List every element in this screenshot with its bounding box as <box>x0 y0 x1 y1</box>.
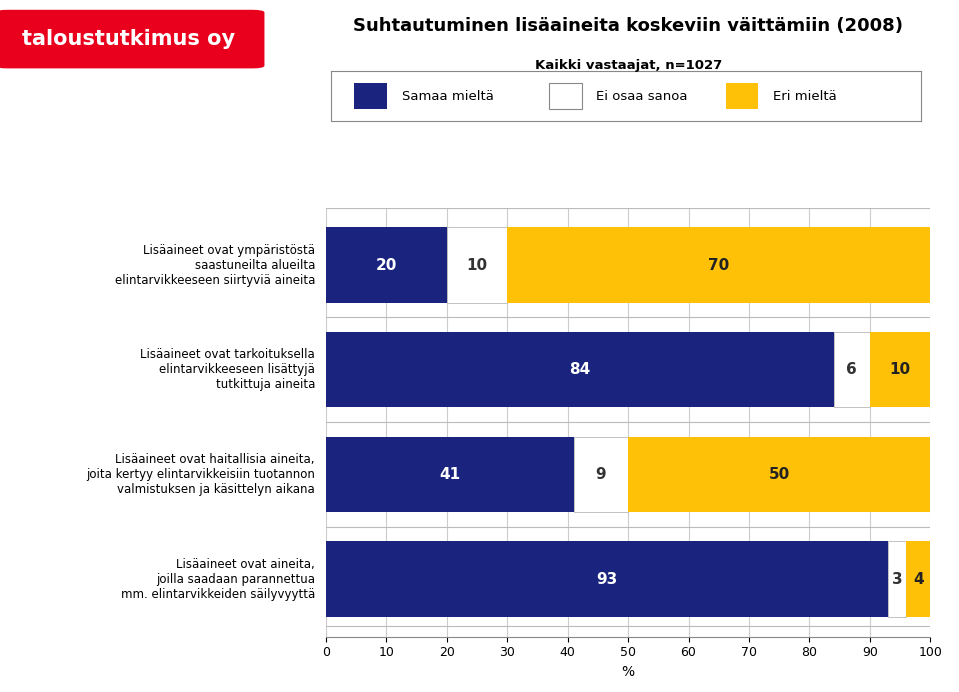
Text: 6: 6 <box>846 363 857 377</box>
Bar <box>628 437 930 512</box>
Bar <box>573 437 628 512</box>
Bar <box>870 332 930 408</box>
Bar <box>447 228 507 303</box>
X-axis label: %: % <box>621 665 635 679</box>
Bar <box>833 332 870 408</box>
FancyBboxPatch shape <box>0 10 265 69</box>
Text: 70: 70 <box>708 257 730 273</box>
Bar <box>326 332 833 408</box>
Text: 10: 10 <box>889 363 911 377</box>
Text: 93: 93 <box>596 572 618 587</box>
Bar <box>507 228 930 303</box>
Text: 10: 10 <box>466 257 488 273</box>
Text: 4: 4 <box>913 572 924 587</box>
Bar <box>906 541 930 617</box>
Text: 41: 41 <box>439 467 460 482</box>
Bar <box>888 541 906 617</box>
Bar <box>550 83 581 109</box>
Text: Samaa mieltä: Samaa mieltä <box>402 90 494 102</box>
Bar <box>726 83 759 109</box>
Bar <box>326 541 888 617</box>
Text: 50: 50 <box>768 467 790 482</box>
Bar <box>326 437 573 512</box>
Text: Ei osaa sanoa: Ei osaa sanoa <box>596 90 688 102</box>
Text: Suhtautuminen lisäaineita koskeviin väittämiin (2008): Suhtautuminen lisäaineita koskeviin väit… <box>353 17 903 35</box>
Text: 84: 84 <box>570 363 591 377</box>
Text: Eri mieltä: Eri mieltä <box>773 90 837 102</box>
Bar <box>326 228 447 303</box>
Text: taloustutkimus oy: taloustutkimus oy <box>22 29 236 49</box>
Bar <box>355 83 386 109</box>
Text: 20: 20 <box>376 257 397 273</box>
Text: 9: 9 <box>596 467 606 482</box>
Text: 3: 3 <box>892 572 902 587</box>
Text: Kaikki vastaajat, n=1027: Kaikki vastaajat, n=1027 <box>534 59 722 72</box>
